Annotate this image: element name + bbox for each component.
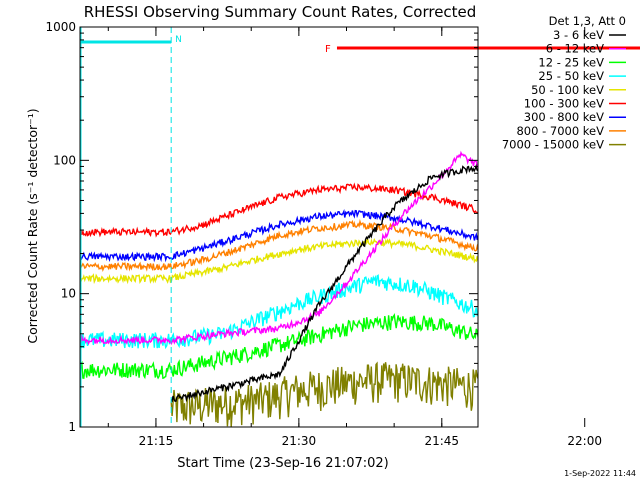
series-line-6 <box>80 208 478 263</box>
series-line-4 <box>80 236 478 285</box>
legend-label: 6 - 12 keV <box>546 42 604 56</box>
x-tick-label: 21:15 <box>139 434 174 448</box>
legend-label: 12 - 25 keV <box>538 55 604 69</box>
y-axis-label: Corrected Count Rate (s⁻¹ detector⁻¹) <box>25 108 40 343</box>
series-line-5 <box>80 182 478 238</box>
y-tick-label: 1 <box>68 420 76 434</box>
series-line-3 <box>80 274 478 350</box>
legend-label: 3 - 6 keV <box>553 28 604 42</box>
y-tick-label: 100 <box>53 153 76 167</box>
x-axis-label: Start Time (23-Sep-16 21:07:02) <box>177 456 388 471</box>
legend-label: 800 - 7000 keV <box>516 124 604 138</box>
x-tick-label: 21:30 <box>282 434 317 448</box>
legend-label: 300 - 800 keV <box>524 110 604 124</box>
axes: 110100100021:1521:3021:4522:0022:1522:30… <box>45 20 602 448</box>
legend-label: 50 - 100 keV <box>531 83 604 97</box>
series-line-2 <box>80 313 478 380</box>
x-tick-label: 22:00 <box>567 434 602 448</box>
series-line-0 <box>170 163 478 403</box>
legend-label: 7000 - 15000 keV <box>502 138 604 152</box>
y-tick-label: 10 <box>61 287 76 301</box>
flare-label: F <box>325 44 331 55</box>
legend-label: 100 - 300 keV <box>524 97 604 111</box>
series-line-7 <box>80 218 478 272</box>
plot-frame <box>79 26 479 428</box>
footer-timestamp: 1-Sep-2022 11:44 <box>564 469 636 478</box>
night-label: N <box>175 35 182 45</box>
legend-title: Det 1,3, Att 0 <box>549 14 626 28</box>
x-tick-label: 21:45 <box>424 434 459 448</box>
series-line-8 <box>170 361 478 427</box>
legend-label: 25 - 50 keV <box>538 69 604 83</box>
plot-area <box>80 150 478 427</box>
series-line-1 <box>80 150 478 346</box>
chart-title: RHESSI Observing Summary Count Rates, Co… <box>84 3 477 21</box>
y-tick-label: 1000 <box>45 20 76 34</box>
